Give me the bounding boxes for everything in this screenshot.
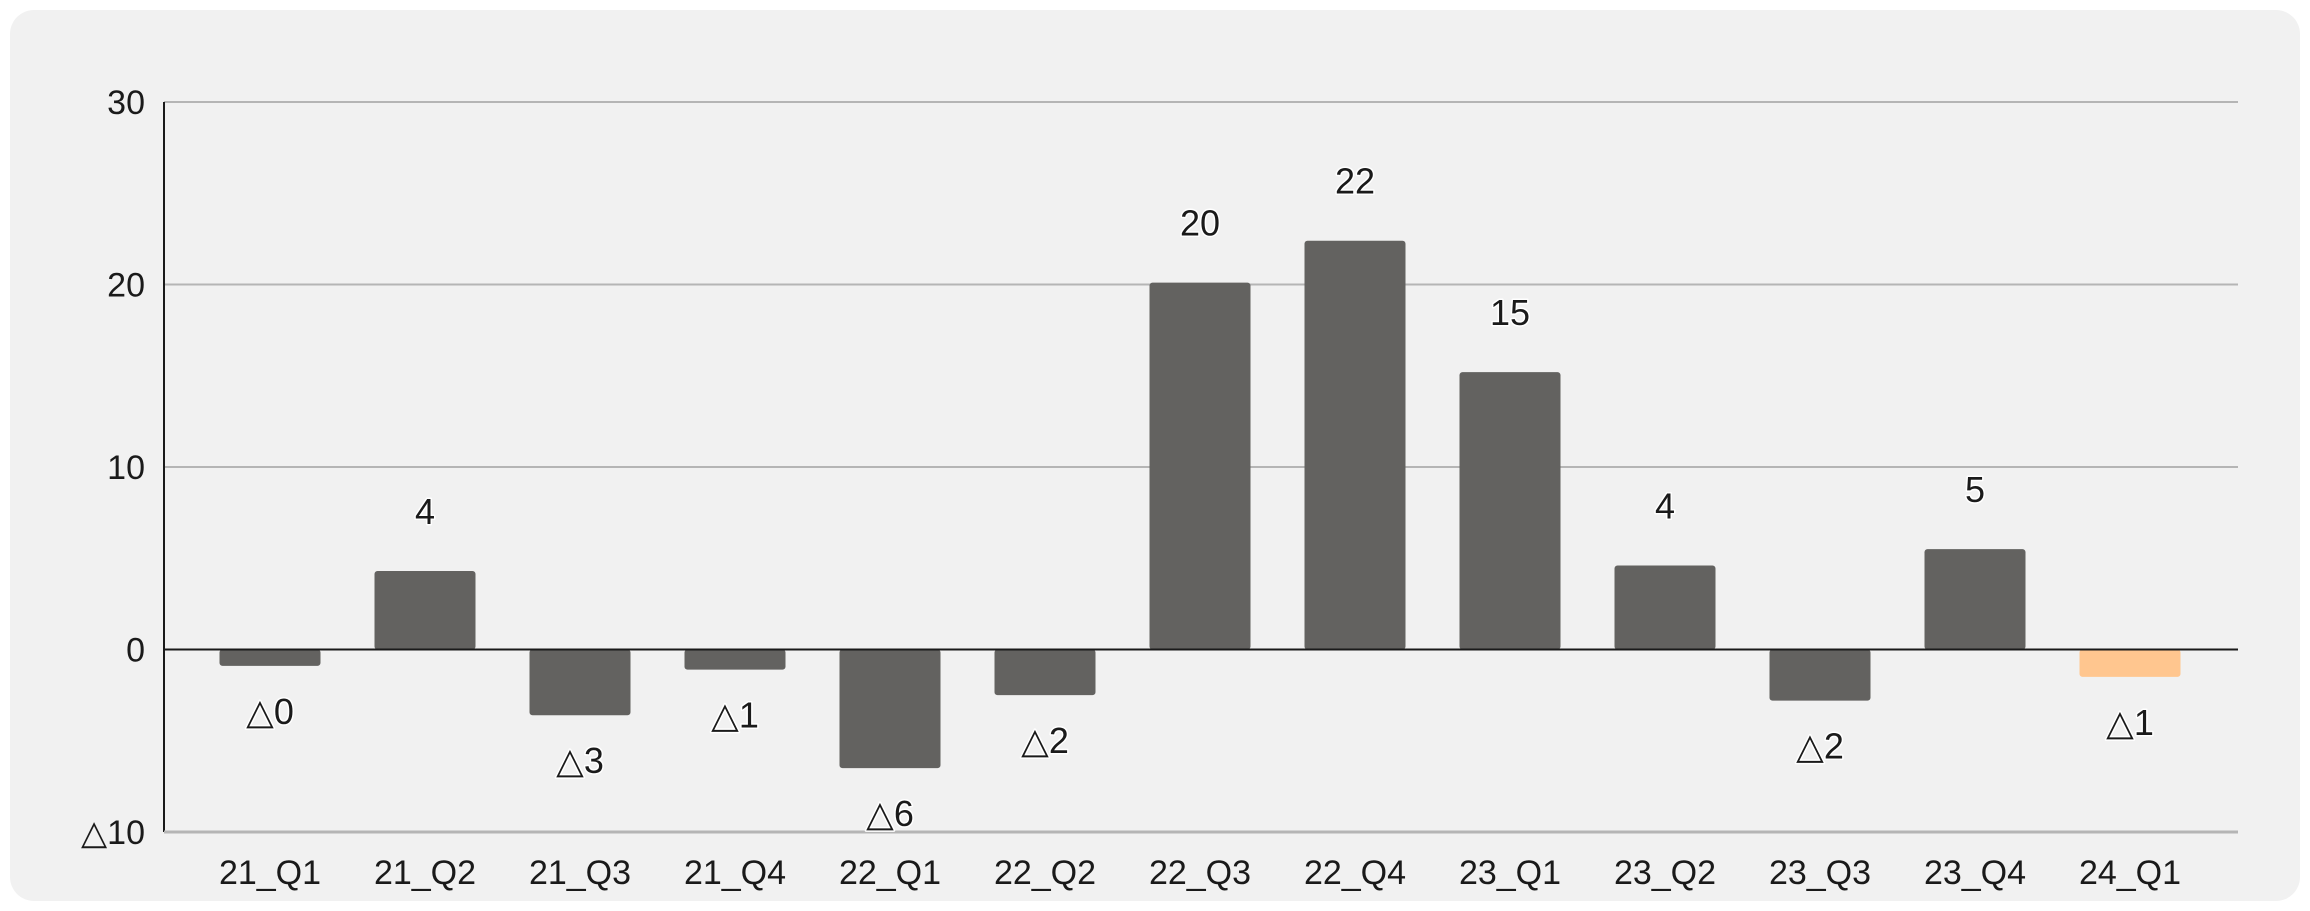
bars xyxy=(219,240,2181,769)
x-tick-label: 22_Q1 xyxy=(839,854,941,892)
bar-22-q1 xyxy=(839,649,941,769)
x-tick-label: 21_Q3 xyxy=(529,854,631,892)
data-label: △3 xyxy=(556,740,604,781)
data-label: △6 xyxy=(866,793,914,834)
data-label: △1 xyxy=(711,695,759,736)
x-tick-label: 22_Q3 xyxy=(1149,854,1251,892)
data-label: 4 xyxy=(415,491,435,532)
data-label: △2 xyxy=(1796,726,1844,767)
x-tick-label: 23_Q1 xyxy=(1459,854,1561,892)
axes xyxy=(163,102,2238,834)
x-tick-label: 21_Q2 xyxy=(374,854,476,892)
y-tick-label: △10 xyxy=(81,814,145,852)
data-label: 4 xyxy=(1655,486,1675,527)
x-tick-label: 21_Q1 xyxy=(219,854,321,892)
y-tick-labels: △10 0 10 20 30 xyxy=(81,84,145,852)
x-tick-label: 23_Q2 xyxy=(1614,854,1716,892)
bar-23-q3 xyxy=(1769,649,1871,701)
x-tick-label: 23_Q4 xyxy=(1924,854,2026,892)
data-label: △2 xyxy=(1021,720,1069,761)
y-tick-label: 30 xyxy=(107,84,145,122)
data-label: 15 xyxy=(1490,292,1530,333)
data-label: 5 xyxy=(1965,469,1985,510)
bar-22-q2 xyxy=(994,649,1096,696)
y-tick-label: 0 xyxy=(126,632,145,670)
bar-23-q2 xyxy=(1614,565,1716,650)
y-tick-label: 10 xyxy=(107,449,145,487)
bar-21-q3 xyxy=(529,649,631,716)
x-tick-label: 22_Q4 xyxy=(1304,854,1406,892)
bar-22-q3 xyxy=(1149,282,1251,650)
bar-23-q4 xyxy=(1924,549,2026,650)
data-label: △0 xyxy=(246,691,294,732)
data-labels: △0 4 △3 △1 △6 △2 20 22 15 4 △2 5 △1 xyxy=(245,159,2156,835)
x-tick-label: 23_Q3 xyxy=(1769,854,1871,892)
bar-24-q1 xyxy=(2079,649,2181,677)
x-tick-label: 24_Q1 xyxy=(2079,854,2181,892)
x-tick-label: 22_Q2 xyxy=(994,854,1096,892)
bar-23-q1 xyxy=(1459,372,1561,650)
data-label: △1 xyxy=(2106,702,2154,743)
data-label: 22 xyxy=(1335,161,1375,202)
bar-21-q1 xyxy=(219,649,321,666)
bar-22-q4 xyxy=(1304,240,1406,650)
data-label: 20 xyxy=(1180,203,1220,244)
bar-21-q4 xyxy=(684,649,786,670)
x-tick-labels: 21_Q1 21_Q2 21_Q3 21_Q4 22_Q1 22_Q2 22_Q3 22_Q4… xyxy=(219,854,2181,892)
x-tick-label: 21_Q4 xyxy=(684,854,786,892)
bar-21-q2 xyxy=(374,571,476,650)
y-tick-label: 20 xyxy=(107,267,145,305)
